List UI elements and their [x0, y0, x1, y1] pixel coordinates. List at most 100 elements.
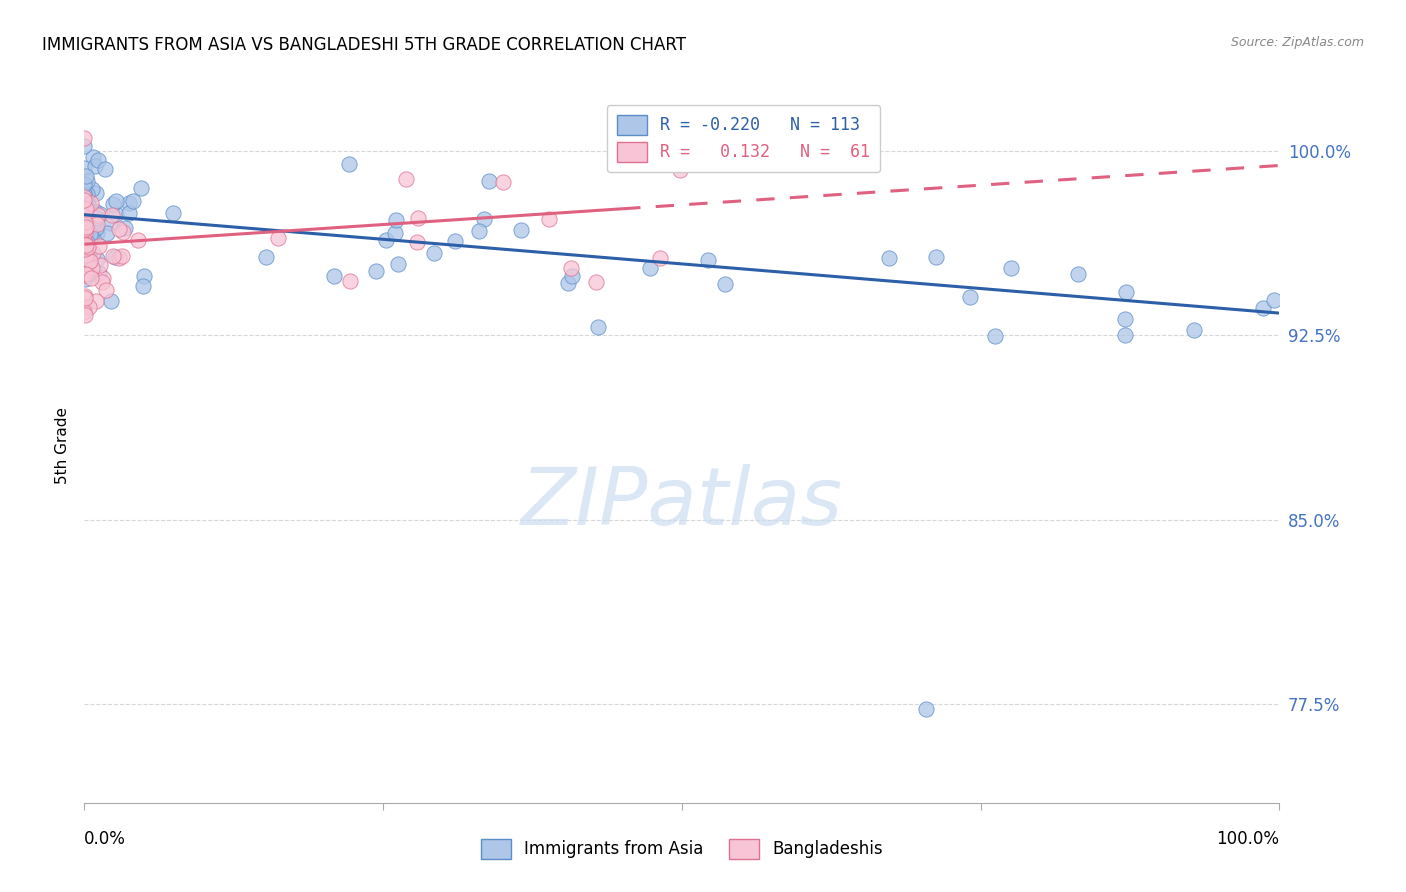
- Text: ZIPatlas: ZIPatlas: [520, 464, 844, 542]
- Point: [87, 153, 110, 167]
- Point: [76, 209, 98, 223]
- Point: [73, 198, 96, 212]
- Point: [80, 271, 103, 285]
- Point: [77, 257, 100, 271]
- Point: [73, 186, 96, 201]
- Point: [73, 187, 96, 202]
- Point: [1000, 261, 1022, 276]
- Point: [89, 258, 111, 272]
- Point: [86, 220, 108, 235]
- Point: [94, 161, 117, 176]
- Point: [82, 246, 104, 260]
- Point: [73, 205, 96, 219]
- Point: [77, 252, 100, 266]
- Point: [73, 212, 96, 227]
- Point: [89, 207, 111, 221]
- Point: [1182, 323, 1205, 337]
- Text: 100.0%: 100.0%: [1216, 830, 1279, 847]
- Point: [73, 131, 96, 145]
- Point: [337, 157, 360, 171]
- Point: [112, 225, 135, 239]
- Point: [75, 196, 97, 211]
- Point: [75, 202, 97, 216]
- Text: 0.0%: 0.0%: [84, 830, 127, 847]
- Point: [537, 212, 560, 227]
- Point: [73, 233, 96, 247]
- Point: [73, 231, 96, 245]
- Y-axis label: 5th Grade: 5th Grade: [55, 408, 70, 484]
- Point: [638, 260, 661, 275]
- Point: [472, 211, 495, 226]
- Point: [86, 252, 108, 267]
- Point: [73, 193, 96, 207]
- Point: [560, 261, 582, 276]
- Point: [129, 181, 152, 195]
- Point: [75, 219, 97, 233]
- Point: [101, 249, 124, 263]
- Point: [118, 196, 141, 211]
- Point: [91, 276, 114, 290]
- Point: [111, 249, 134, 263]
- Point: [395, 171, 418, 186]
- Point: [561, 269, 583, 284]
- Point: [492, 175, 515, 189]
- Point: [86, 293, 108, 308]
- Point: [76, 215, 98, 229]
- Point: [104, 207, 127, 221]
- Point: [73, 201, 96, 215]
- Point: [76, 213, 98, 227]
- Point: [98, 216, 121, 230]
- Point: [80, 182, 103, 196]
- Point: [73, 291, 96, 305]
- Point: [423, 246, 446, 260]
- Point: [76, 174, 98, 188]
- Point: [75, 267, 97, 281]
- Point: [323, 268, 346, 283]
- Point: [77, 198, 100, 212]
- Point: [83, 215, 105, 229]
- Point: [100, 293, 122, 308]
- Point: [84, 186, 107, 200]
- Point: [107, 252, 129, 266]
- Point: [1263, 293, 1285, 308]
- Point: [118, 206, 141, 220]
- Point: [83, 215, 105, 229]
- Point: [914, 702, 936, 716]
- Point: [959, 290, 981, 304]
- Point: [73, 222, 96, 236]
- Point: [406, 211, 429, 226]
- Point: [101, 208, 124, 222]
- Point: [75, 246, 97, 260]
- Point: [80, 229, 103, 244]
- Point: [73, 229, 96, 244]
- Point: [75, 248, 97, 262]
- Point: [96, 227, 118, 241]
- Point: [79, 209, 101, 223]
- Point: [1115, 285, 1137, 299]
- Point: [1251, 301, 1274, 315]
- Point: [83, 204, 105, 219]
- Point: [254, 250, 277, 264]
- Point: [73, 299, 96, 313]
- Point: [75, 272, 97, 286]
- Point: [73, 265, 96, 279]
- Point: [82, 261, 104, 276]
- Text: IMMIGRANTS FROM ASIA VS BANGLADESHI 5TH GRADE CORRELATION CHART: IMMIGRANTS FROM ASIA VS BANGLADESHI 5TH …: [42, 36, 686, 54]
- Point: [73, 193, 96, 207]
- Point: [79, 219, 101, 234]
- Point: [266, 231, 288, 245]
- Point: [80, 204, 103, 219]
- Point: [75, 252, 97, 266]
- Point: [131, 278, 153, 293]
- Point: [87, 208, 110, 222]
- Point: [1114, 311, 1136, 326]
- Point: [73, 309, 96, 323]
- Point: [366, 263, 388, 277]
- Point: [924, 250, 946, 264]
- Point: [73, 177, 96, 191]
- Point: [96, 283, 118, 297]
- Point: [73, 139, 96, 153]
- Point: [89, 267, 111, 281]
- Point: [75, 289, 97, 303]
- Point: [73, 236, 96, 251]
